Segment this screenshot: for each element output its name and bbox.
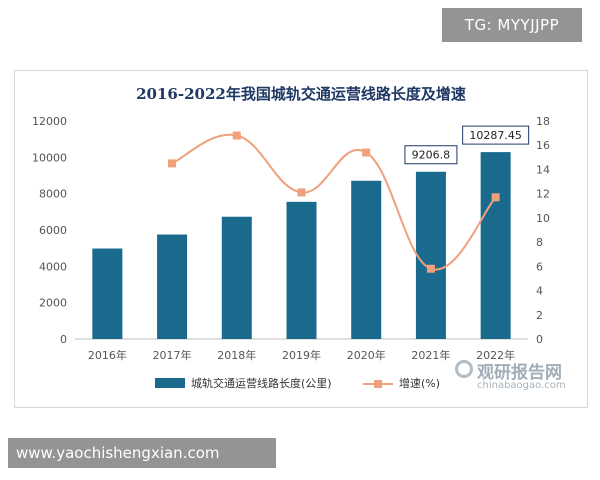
y-right-tick-label: 8 <box>536 236 543 249</box>
watermark-name: 观研报告网 <box>477 363 562 383</box>
chart-frame: 2016-2022年我国城轨交通运营线路长度及增速 0 2000 4000 6000 8… <box>14 70 588 408</box>
growth-rate-point <box>168 159 177 168</box>
watermark-logo: 观研报告网 chinabaogao.com <box>455 358 585 398</box>
growth-rate-point <box>232 131 241 140</box>
chart-title: 2016-2022年我国城轨交通运营线路长度及增速 <box>136 85 466 103</box>
y-right-tick-label: 16 <box>536 139 550 152</box>
legend-line-label: 增速(%) <box>399 376 440 390</box>
y-left-tick-label: 12000 <box>32 115 67 128</box>
bar <box>92 248 123 339</box>
growth-rate-point <box>426 264 435 273</box>
y-right-tick-label: 2 <box>536 309 543 322</box>
bar <box>415 171 446 339</box>
bar <box>221 216 252 339</box>
legend-line-marker <box>374 380 382 388</box>
y-left-tick-label: 6000 <box>39 224 67 237</box>
y-right-tick-label: 4 <box>536 285 543 298</box>
data-label: 10287.45 <box>469 129 522 142</box>
y-right-tick-label: 12 <box>536 188 550 201</box>
bar <box>157 234 188 339</box>
data-label: 9206.8 <box>412 149 451 162</box>
bottom-tag: www.yaochishengxian.com <box>8 438 276 468</box>
x-tick-label: 2020年 <box>347 348 386 362</box>
watermark-url: chinabaogao.com <box>477 380 566 391</box>
y-right-tick-label: 6 <box>536 260 543 273</box>
y-left-tick-label: 4000 <box>39 260 67 273</box>
data-label-box <box>462 125 530 145</box>
watermark-icon <box>455 360 473 378</box>
chart: 2016-2022年我国城轨交通运营线路长度及增速 0 2000 4000 6000 8… <box>32 85 550 390</box>
growth-rate-point <box>362 148 371 157</box>
bar <box>480 152 511 339</box>
y-left-tick-label: 0 <box>60 333 67 346</box>
growth-rate-point <box>491 193 500 202</box>
data-label-box <box>404 145 458 165</box>
y-right-tick-label: 10 <box>536 212 550 225</box>
x-tick-label: 2021年 <box>411 348 450 362</box>
bar <box>351 180 382 339</box>
y-left-tick-label: 8000 <box>39 188 67 201</box>
x-tick-label: 2022年 <box>476 348 515 362</box>
x-tick-label: 2019年 <box>282 348 321 362</box>
y-right-tick-label: 14 <box>536 163 550 176</box>
bar <box>286 201 317 339</box>
y-left-tick-label: 10000 <box>32 151 67 164</box>
y-left-tick-label: 2000 <box>39 297 67 310</box>
x-tick-label: 2017年 <box>153 348 192 362</box>
y-right-tick-label: 18 <box>536 115 550 128</box>
y-right-tick-label: 0 <box>536 333 543 346</box>
legend-bar-swatch <box>155 378 185 388</box>
x-tick-label: 2018年 <box>217 348 256 362</box>
legend-bar-label: 城轨交通运营线路长度(公里) <box>191 376 332 390</box>
growth-rate-point <box>297 188 306 197</box>
top-tag: TG: MYYJJPP <box>442 8 582 42</box>
x-tick-label: 2016年 <box>88 348 127 362</box>
